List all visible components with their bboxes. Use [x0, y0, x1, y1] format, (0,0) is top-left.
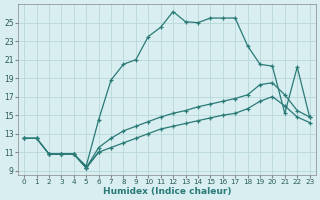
X-axis label: Humidex (Indice chaleur): Humidex (Indice chaleur): [103, 187, 231, 196]
